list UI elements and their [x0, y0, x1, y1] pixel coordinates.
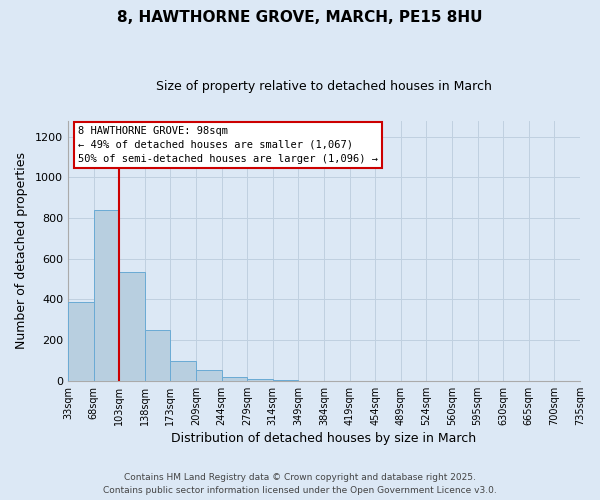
X-axis label: Distribution of detached houses by size in March: Distribution of detached houses by size …	[172, 432, 476, 445]
Bar	[221, 377, 247, 381]
Text: 8, HAWTHORNE GROVE, MARCH, PE15 8HU: 8, HAWTHORNE GROVE, MARCH, PE15 8HU	[117, 10, 483, 25]
Y-axis label: Number of detached properties: Number of detached properties	[15, 152, 28, 349]
Bar	[145, 330, 170, 381]
Text: 8 HAWTHORNE GROVE: 98sqm
← 49% of detached houses are smaller (1,067)
50% of sem: 8 HAWTHORNE GROVE: 98sqm ← 49% of detach…	[78, 126, 378, 164]
Bar	[94, 210, 119, 381]
Bar	[273, 380, 298, 381]
Title: Size of property relative to detached houses in March: Size of property relative to detached ho…	[156, 80, 492, 93]
Bar	[196, 370, 221, 381]
Text: Contains HM Land Registry data © Crown copyright and database right 2025.
Contai: Contains HM Land Registry data © Crown c…	[103, 474, 497, 495]
Bar	[247, 379, 273, 381]
Bar	[68, 302, 94, 381]
Bar	[170, 361, 196, 381]
Bar	[119, 272, 145, 381]
